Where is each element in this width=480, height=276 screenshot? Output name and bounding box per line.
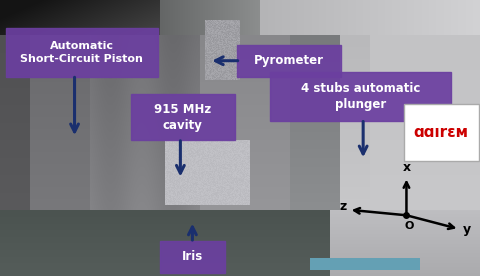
FancyBboxPatch shape [159, 241, 225, 273]
Text: y: y [462, 222, 470, 236]
Text: Iris: Iris [181, 250, 203, 263]
FancyBboxPatch shape [403, 104, 478, 161]
FancyBboxPatch shape [6, 28, 157, 77]
Text: 4 stubs automatic
plunger: 4 stubs automatic plunger [300, 82, 420, 111]
Text: Pyrometer: Pyrometer [253, 54, 323, 67]
Text: Automatic
Short-Circuit Piston: Automatic Short-Circuit Piston [20, 41, 143, 64]
Text: ɑɑırεм: ɑɑırεм [413, 125, 468, 140]
FancyBboxPatch shape [131, 94, 234, 140]
FancyBboxPatch shape [270, 72, 450, 121]
Text: 915 MHz
cavity: 915 MHz cavity [154, 103, 211, 132]
FancyBboxPatch shape [236, 45, 340, 77]
Text: z: z [338, 200, 346, 214]
Text: x: x [402, 161, 409, 174]
Text: O: O [403, 221, 413, 231]
